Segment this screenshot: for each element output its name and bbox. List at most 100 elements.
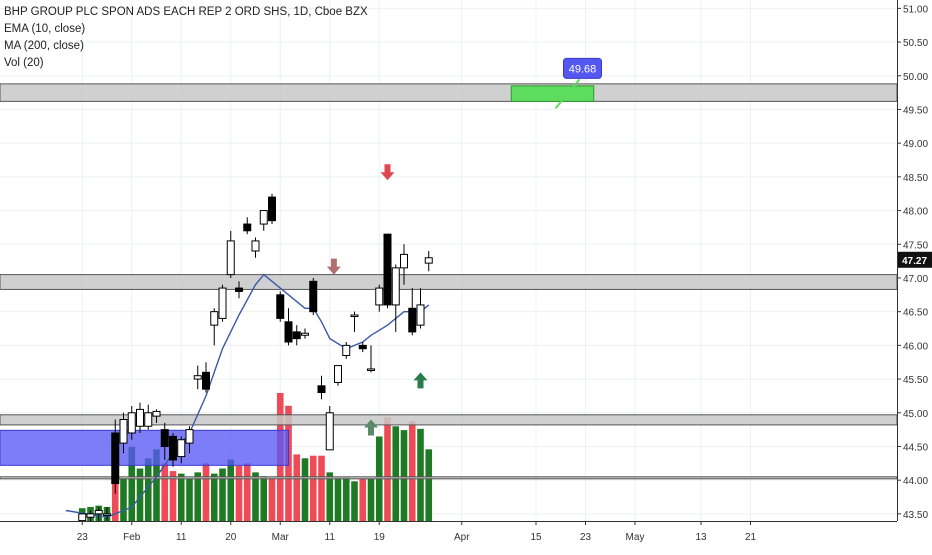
price-tick-label: 48.00 xyxy=(903,207,928,218)
candle-body xyxy=(350,314,359,318)
arrow-down-marker xyxy=(380,164,395,181)
candle-down xyxy=(383,233,392,309)
volume-bar xyxy=(161,463,169,521)
time-tick-label: 11 xyxy=(325,532,336,543)
price-zone xyxy=(0,476,898,480)
volume-bar xyxy=(318,455,325,521)
time-tick-label: May xyxy=(626,532,645,543)
volume-bar xyxy=(268,477,276,521)
volume-bar xyxy=(293,454,301,521)
time-axis-background xyxy=(0,521,932,550)
time-axis: 23 Feb 11 20 Mar 11 19 Apr 15 23 May 13 21 xyxy=(0,521,932,550)
legend: BHP GROUP PLC SPON ADS EACH REP 2 ORD SH… xyxy=(4,4,368,72)
price-zone xyxy=(0,83,898,102)
candle-body xyxy=(424,257,433,264)
callout-connector xyxy=(554,78,581,109)
candle-body xyxy=(243,223,252,232)
green-box xyxy=(510,85,595,102)
price-tick-label: 44.50 xyxy=(903,442,928,453)
candle-up xyxy=(325,406,334,451)
candle-body xyxy=(268,196,276,222)
volume-bar xyxy=(400,430,408,521)
candle-down xyxy=(292,325,301,346)
volume-bar xyxy=(301,458,309,521)
candle-up xyxy=(350,311,359,332)
volume-bar xyxy=(210,473,218,521)
volume-bar xyxy=(227,459,235,521)
candle-body xyxy=(177,439,186,458)
candle-body xyxy=(119,419,128,444)
candle-up xyxy=(103,507,111,521)
candle-body xyxy=(400,253,408,269)
candle-up xyxy=(400,244,408,285)
volume-bar xyxy=(309,455,317,521)
candle-body xyxy=(235,287,243,292)
price-tick-label: 44.00 xyxy=(903,476,928,487)
candle-down xyxy=(111,419,120,494)
candle-up xyxy=(210,308,219,346)
time-tick-label: 20 xyxy=(225,532,237,543)
volume-bar xyxy=(219,468,226,521)
candle-body xyxy=(136,408,144,427)
volume-bar xyxy=(334,477,342,521)
volume-bar xyxy=(128,446,136,521)
candle-body xyxy=(259,210,268,225)
candle-body xyxy=(103,513,111,516)
time-tick-label: Apr xyxy=(454,532,470,543)
volume-bar xyxy=(153,449,160,521)
legend-ema: EMA (10, close) xyxy=(4,23,86,35)
time-tick-label: 19 xyxy=(374,532,386,543)
candle-body xyxy=(383,233,392,306)
price-axis: 43.50 44.00 44.50 45.00 45.50 46.00 46.50 47.00… xyxy=(897,0,932,550)
candle-down xyxy=(235,281,243,299)
candle-body xyxy=(284,321,293,343)
candle-up xyxy=(226,230,235,278)
candle-body xyxy=(202,371,210,390)
candle-up xyxy=(251,237,260,258)
price-tick-label: 45.00 xyxy=(903,409,928,420)
candle-body xyxy=(94,510,103,515)
arrow-down-marker xyxy=(326,258,341,275)
candle-up xyxy=(334,365,342,386)
candle-up xyxy=(127,406,136,440)
candle-body xyxy=(86,513,95,518)
candle-up xyxy=(185,426,194,454)
candle-body xyxy=(251,240,260,252)
candle-up xyxy=(177,436,186,464)
candle-body xyxy=(375,287,384,306)
arrow-up-marker xyxy=(364,419,378,436)
candle-down xyxy=(309,277,318,316)
arrow-up-marker xyxy=(413,372,428,389)
volume-bar xyxy=(260,476,268,521)
price-tick-label: 43.50 xyxy=(903,510,928,521)
time-tick-label: 15 xyxy=(530,532,542,543)
candle-body xyxy=(111,432,120,485)
candle-down xyxy=(169,432,177,467)
volume-bar xyxy=(417,428,424,521)
last-price-tag xyxy=(898,251,932,268)
volume-bar xyxy=(235,465,243,521)
candle-up xyxy=(152,409,161,423)
volume-bar xyxy=(169,471,177,521)
candle-down xyxy=(358,342,367,353)
candle-body xyxy=(210,311,219,326)
candle-body xyxy=(152,410,161,417)
last-price-label: 47.27 xyxy=(902,256,927,267)
price-tick-label: 46.50 xyxy=(903,308,928,319)
candle-down xyxy=(202,362,210,393)
candle-body xyxy=(160,429,169,447)
time-tick-label: 13 xyxy=(695,532,707,543)
candle-body xyxy=(193,375,202,380)
candle-down xyxy=(284,308,293,346)
volume-bar xyxy=(351,481,358,521)
candle-down xyxy=(408,288,417,336)
candle-body xyxy=(218,287,227,319)
candle-body xyxy=(309,280,318,313)
price-axis-background xyxy=(897,0,932,550)
volume-bar xyxy=(392,426,400,521)
candle-body xyxy=(342,344,351,356)
candle-up xyxy=(119,412,128,454)
candle-body xyxy=(358,344,367,350)
